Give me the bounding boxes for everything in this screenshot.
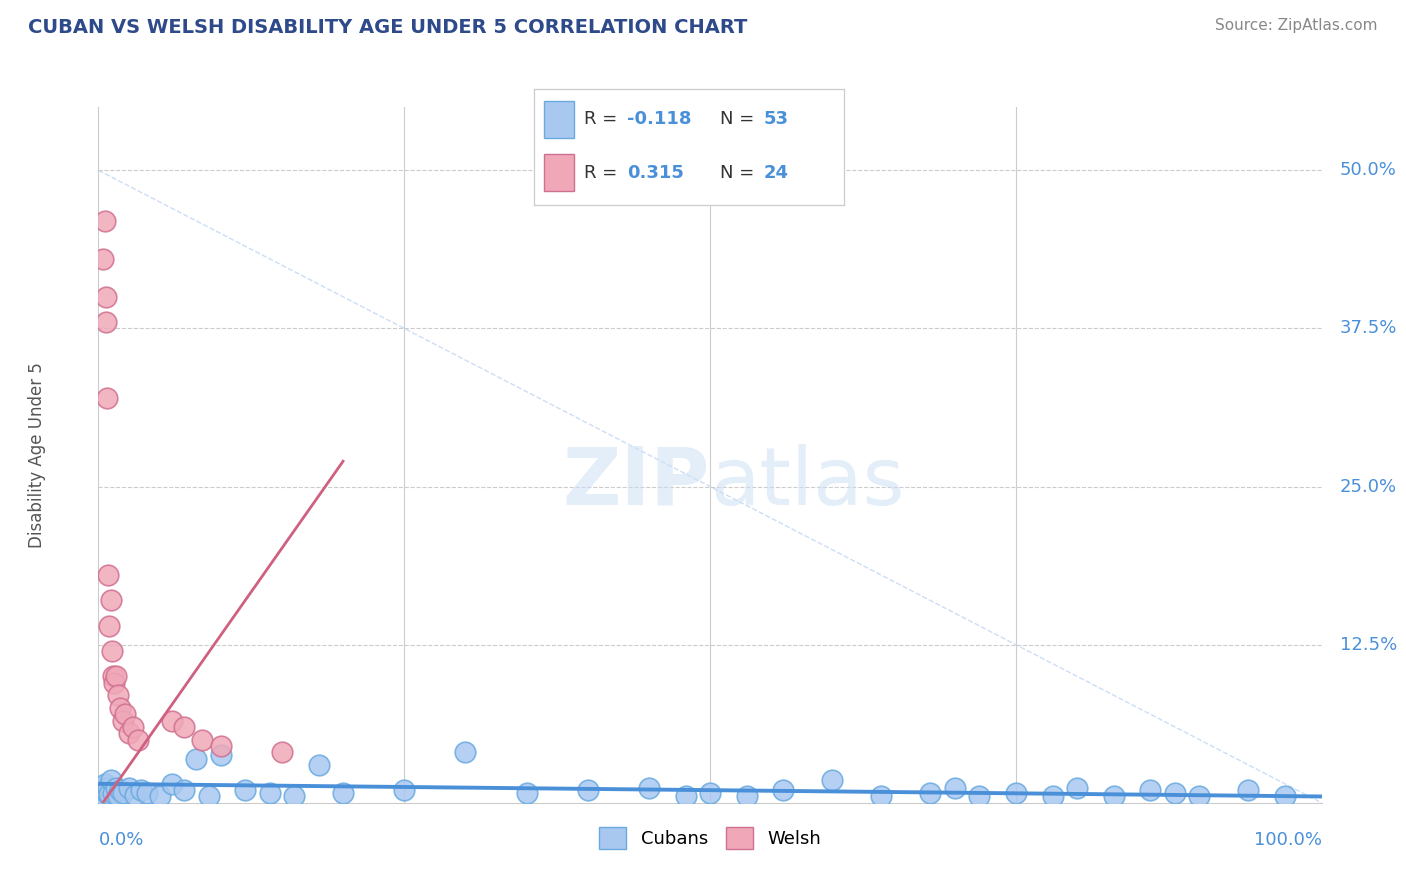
Text: 100.0%: 100.0%: [1254, 830, 1322, 848]
Point: [96, 786, 118, 800]
Point: [967, 789, 990, 804]
Point: [1102, 789, 1125, 804]
Point: [270, 745, 294, 759]
Point: [107, 688, 129, 702]
Point: [111, 786, 134, 800]
Point: [283, 789, 305, 804]
Point: [118, 726, 141, 740]
Point: [454, 745, 477, 759]
Text: 12.5%: 12.5%: [1340, 636, 1398, 654]
Point: [136, 786, 159, 800]
Text: 50.0%: 50.0%: [1340, 161, 1398, 179]
Text: N =: N =: [720, 164, 759, 182]
Point: [149, 789, 172, 804]
Point: [97, 780, 120, 795]
Point: [173, 783, 195, 797]
Point: [129, 783, 152, 797]
Point: [110, 783, 132, 797]
Point: [107, 789, 129, 804]
Text: 0.0%: 0.0%: [98, 830, 143, 848]
Text: 25.0%: 25.0%: [1340, 477, 1398, 496]
Text: 0.315: 0.315: [627, 164, 683, 182]
Text: 24: 24: [763, 164, 789, 182]
Point: [772, 783, 794, 797]
Point: [100, 593, 122, 607]
Text: R =: R =: [583, 111, 623, 128]
Point: [576, 783, 599, 797]
Point: [392, 783, 416, 797]
Legend: Cubans, Welsh: Cubans, Welsh: [592, 820, 828, 856]
Bar: [544, 101, 575, 138]
Point: [91, 252, 114, 266]
Point: [191, 732, 214, 747]
Point: [1237, 783, 1260, 797]
Text: -0.118: -0.118: [627, 111, 692, 128]
Point: [89, 780, 111, 795]
Point: [90, 786, 112, 800]
Point: [821, 772, 844, 787]
Point: [91, 788, 114, 802]
Text: Source: ZipAtlas.com: Source: ZipAtlas.com: [1215, 18, 1378, 33]
Text: 53: 53: [763, 111, 789, 128]
Point: [209, 739, 232, 753]
Point: [943, 780, 966, 795]
Text: R =: R =: [583, 164, 623, 182]
Point: [96, 391, 118, 405]
Point: [1066, 780, 1088, 795]
Point: [98, 787, 121, 801]
Point: [160, 714, 183, 728]
Point: [1274, 789, 1296, 804]
Point: [332, 786, 354, 800]
Text: 37.5%: 37.5%: [1340, 319, 1398, 337]
Point: [1004, 786, 1026, 800]
Point: [94, 783, 117, 797]
Point: [97, 568, 120, 582]
Text: Disability Age Under 5: Disability Age Under 5: [28, 362, 46, 548]
Point: [93, 777, 115, 791]
Point: [121, 720, 143, 734]
Text: ZIP: ZIP: [562, 443, 710, 522]
Point: [114, 707, 136, 722]
Point: [118, 780, 141, 795]
Point: [186, 751, 208, 765]
Point: [920, 786, 942, 800]
Text: N =: N =: [720, 111, 759, 128]
Point: [94, 290, 117, 304]
Text: atlas: atlas: [710, 443, 904, 522]
Point: [233, 783, 256, 797]
Point: [111, 714, 134, 728]
Point: [259, 786, 281, 800]
Point: [110, 701, 132, 715]
Point: [104, 780, 127, 795]
Point: [515, 786, 537, 800]
Point: [173, 720, 195, 734]
Point: [160, 777, 183, 791]
Point: [1188, 789, 1211, 804]
Point: [94, 315, 117, 329]
Point: [1139, 783, 1161, 797]
Point: [101, 669, 124, 683]
Point: [209, 747, 232, 762]
Point: [127, 732, 149, 747]
Point: [98, 618, 121, 632]
Point: [1164, 786, 1187, 800]
Point: [124, 788, 146, 802]
Point: [104, 669, 127, 683]
Point: [308, 757, 330, 772]
Point: [91, 783, 114, 797]
Point: [735, 789, 758, 804]
Bar: [544, 154, 575, 191]
Point: [699, 786, 721, 800]
Point: [197, 789, 219, 804]
Point: [870, 789, 893, 804]
Point: [675, 789, 697, 804]
Point: [103, 675, 125, 690]
Point: [100, 772, 122, 787]
Point: [93, 214, 115, 228]
Point: [637, 780, 661, 795]
Point: [101, 644, 124, 658]
Point: [1042, 789, 1064, 804]
Point: [101, 786, 124, 800]
Text: CUBAN VS WELSH DISABILITY AGE UNDER 5 CORRELATION CHART: CUBAN VS WELSH DISABILITY AGE UNDER 5 CO…: [28, 18, 748, 37]
